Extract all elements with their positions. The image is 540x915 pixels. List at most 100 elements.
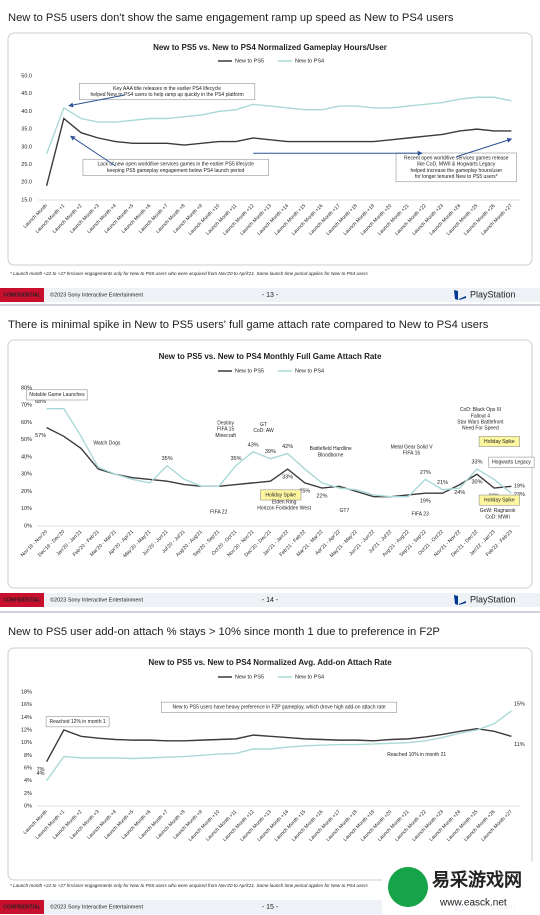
confidential-label: CONFIDENTIAL (3, 597, 40, 603)
annotation: Hogwarts Legacy (488, 456, 535, 468)
annotation-text: like CoD, MWII & Hogwarts Legacy (417, 162, 496, 168)
annotation: FIFA 23 (412, 511, 429, 517)
y-tick-label: 6% (24, 765, 32, 771)
annotation-arrow (70, 135, 116, 167)
annotation-text: CoD: Black Ops III (460, 407, 501, 413)
chart-title: New to PS5 vs. New to PS4 Normalized Gam… (153, 43, 387, 52)
y-tick-label: 40.0 (21, 109, 32, 115)
annotation-text: FIFA 22 (210, 510, 227, 516)
copyright: ©2023 Sony Interactive Entertainment (50, 596, 143, 603)
series-line (45, 96, 512, 155)
data-label: 42% (282, 444, 293, 450)
confidential-label: CONFIDENTIAL (3, 292, 40, 298)
data-label: 19% (514, 484, 525, 490)
annotation-text: GoW: Ragnarok (480, 508, 516, 514)
data-label: 33% (471, 460, 482, 466)
y-tick-label: 8% (24, 753, 32, 759)
watermark-url: www.easck.net (439, 898, 507, 909)
y-tick-label: 40% (21, 454, 32, 460)
slide-separator (0, 304, 540, 306)
annotation-arrow (68, 94, 125, 108)
data-label: 27% (420, 470, 431, 476)
annotation-box (26, 389, 88, 401)
annotation-text: for longer tenured New to PS5 users* (415, 174, 498, 180)
annotation: Reached 10% in month 21 (387, 752, 446, 758)
annotation-box (45, 716, 110, 728)
annotation-text: Reached 10% in month 21 (387, 752, 446, 758)
annotation: Notable Game Launches (26, 389, 88, 401)
footnote: * Launch month +22 to +27 hrs/user engag… (10, 271, 368, 276)
series-line (46, 427, 512, 498)
annotation-text: helped increase the gameplay hours/user (410, 168, 502, 174)
y-tick-label: 18% (21, 689, 32, 695)
y-tick-label: 15.0 (21, 197, 32, 203)
annotation-arrow (456, 137, 513, 158)
watermark-name: 易采游戏网 (432, 869, 522, 890)
annotation-text: Hogwarts Legacy (492, 460, 531, 466)
annotation-text: New to PS5 users have heavy preference i… (173, 705, 386, 711)
data-label: 33% (282, 475, 293, 481)
annotation-text: Key AAA title releases in the earlier PS… (113, 86, 221, 92)
annotation-text: CoD: AW (253, 428, 274, 434)
annotation: FIFA 22 (210, 510, 227, 516)
brand-logo (454, 595, 466, 605)
annotation: Holiday Spike (478, 436, 520, 447)
confidential-badge (0, 593, 44, 607)
annotation-text: keeping PS5 gameplay engagement below PS… (107, 168, 245, 174)
annotation-box (260, 489, 302, 501)
data-label: 57% (35, 433, 46, 439)
legend-label: New to PS4 (295, 368, 324, 374)
y-tick-label: 2% (24, 791, 32, 797)
annotation: Lack of new open world/live services gam… (82, 158, 269, 176)
data-label: 25% (299, 488, 310, 494)
annotation-text: helped New to PS4 users to help ramp up … (91, 92, 244, 98)
data-label: 21% (437, 480, 448, 486)
footnote: * Launch month +22 to +27 hrs/user engag… (10, 883, 368, 888)
series-line (45, 728, 512, 763)
y-tick-label: 80% (21, 385, 32, 391)
annotation-box (478, 436, 520, 447)
annotation-box (478, 494, 520, 506)
chart-title: New to PS5 vs. New to PS4 Normalized Avg… (148, 658, 392, 667)
y-tick-label: 60% (21, 420, 32, 426)
annotation-text: Notable Game Launches (29, 392, 85, 398)
legend-label: New to PS5 (235, 368, 264, 374)
annotation-text: Need For Speed (462, 426, 499, 432)
annotation: Recent open world/live services games re… (395, 152, 517, 183)
annotation-text: Reached 12% in month 1 (50, 719, 106, 725)
annotation-text: Holiday Spike (265, 492, 296, 498)
copyright: ©2023 Sony Interactive Entertainment (50, 903, 143, 910)
annotation-text: Star Wars Battlefront (457, 419, 504, 425)
legend-label: New to PS4 (295, 58, 324, 64)
annotation-text: Horizon Forbidden West (257, 506, 311, 512)
annotation: New to PS5 users have heavy preference i… (161, 701, 397, 713)
legend-label: New to PS5 (235, 674, 264, 680)
brand: PlayStation (470, 594, 516, 604)
y-tick-label: 30% (21, 472, 32, 478)
annotation-text: Recent open world/live services games re… (404, 155, 509, 161)
y-tick-label: 30.0 (21, 144, 32, 150)
series-line (45, 117, 512, 187)
page-number: - 13 - (262, 292, 279, 299)
slide-separator (0, 611, 540, 613)
data-label: 11% (514, 742, 525, 748)
y-tick-label: 20% (21, 489, 32, 495)
data-label: 7% (37, 767, 45, 773)
annotation: GT7 (340, 508, 350, 514)
annotation-text: FIFA 15 (217, 427, 234, 433)
annotation: Key AAA title releases in the earlier PS… (79, 83, 256, 101)
y-tick-label: 45.0 (21, 91, 32, 97)
annotation: Watch Dogs (93, 441, 121, 447)
page-number: - 14 - (262, 597, 279, 604)
data-label: 43% (248, 442, 259, 448)
annotation-text: CoD: MWII (485, 514, 509, 520)
data-label: 68% (35, 399, 46, 405)
chart-title: New to PS5 vs. New to PS4 Monthly Full G… (159, 352, 382, 361)
y-tick-label: 35.0 (21, 127, 32, 133)
data-label: 35% (230, 456, 241, 462)
annotation-text: FIFA 16 (403, 451, 420, 457)
